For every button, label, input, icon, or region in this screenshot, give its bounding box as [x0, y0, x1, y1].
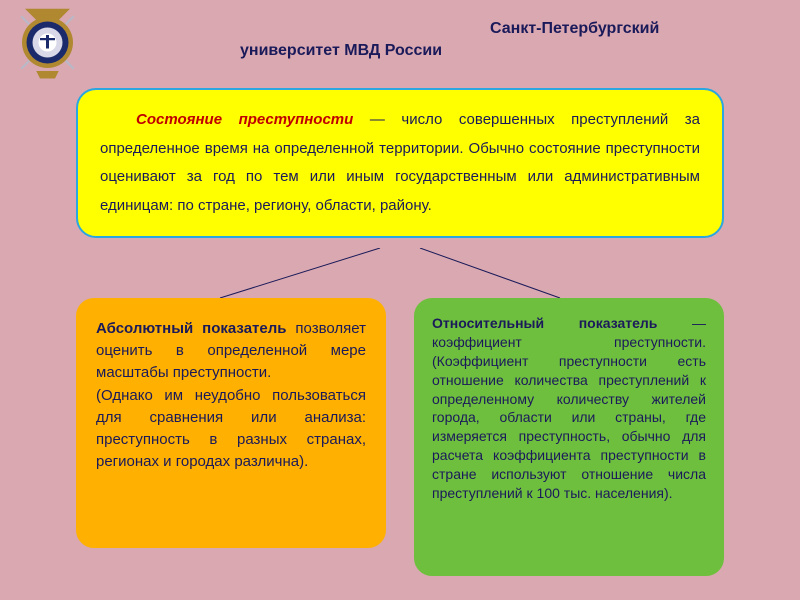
header-line2: университет МВД России [240, 42, 442, 59]
relative-indicator-box: Относительный показатель — коэффициент п… [414, 298, 724, 576]
header-title: Санкт-Петербургский университет МВД Росс… [240, 18, 700, 63]
main-term: Состояние преступности [136, 111, 353, 128]
right-term: Относительный показатель [432, 315, 657, 331]
header-line1: Санкт-Петербургский [490, 20, 659, 37]
right-text: — коэффициент преступности. (Коэффициент… [432, 315, 706, 501]
absolute-indicator-box: Абсолютный показатель позволяет оценить … [76, 298, 386, 548]
left-text2: (Однако им неудобно пользоваться для сра… [96, 387, 366, 469]
left-term: Абсолютный показатель [96, 320, 286, 337]
university-emblem [10, 5, 85, 80]
main-definition-box: Состояние преступности — число совершенн… [76, 88, 724, 238]
